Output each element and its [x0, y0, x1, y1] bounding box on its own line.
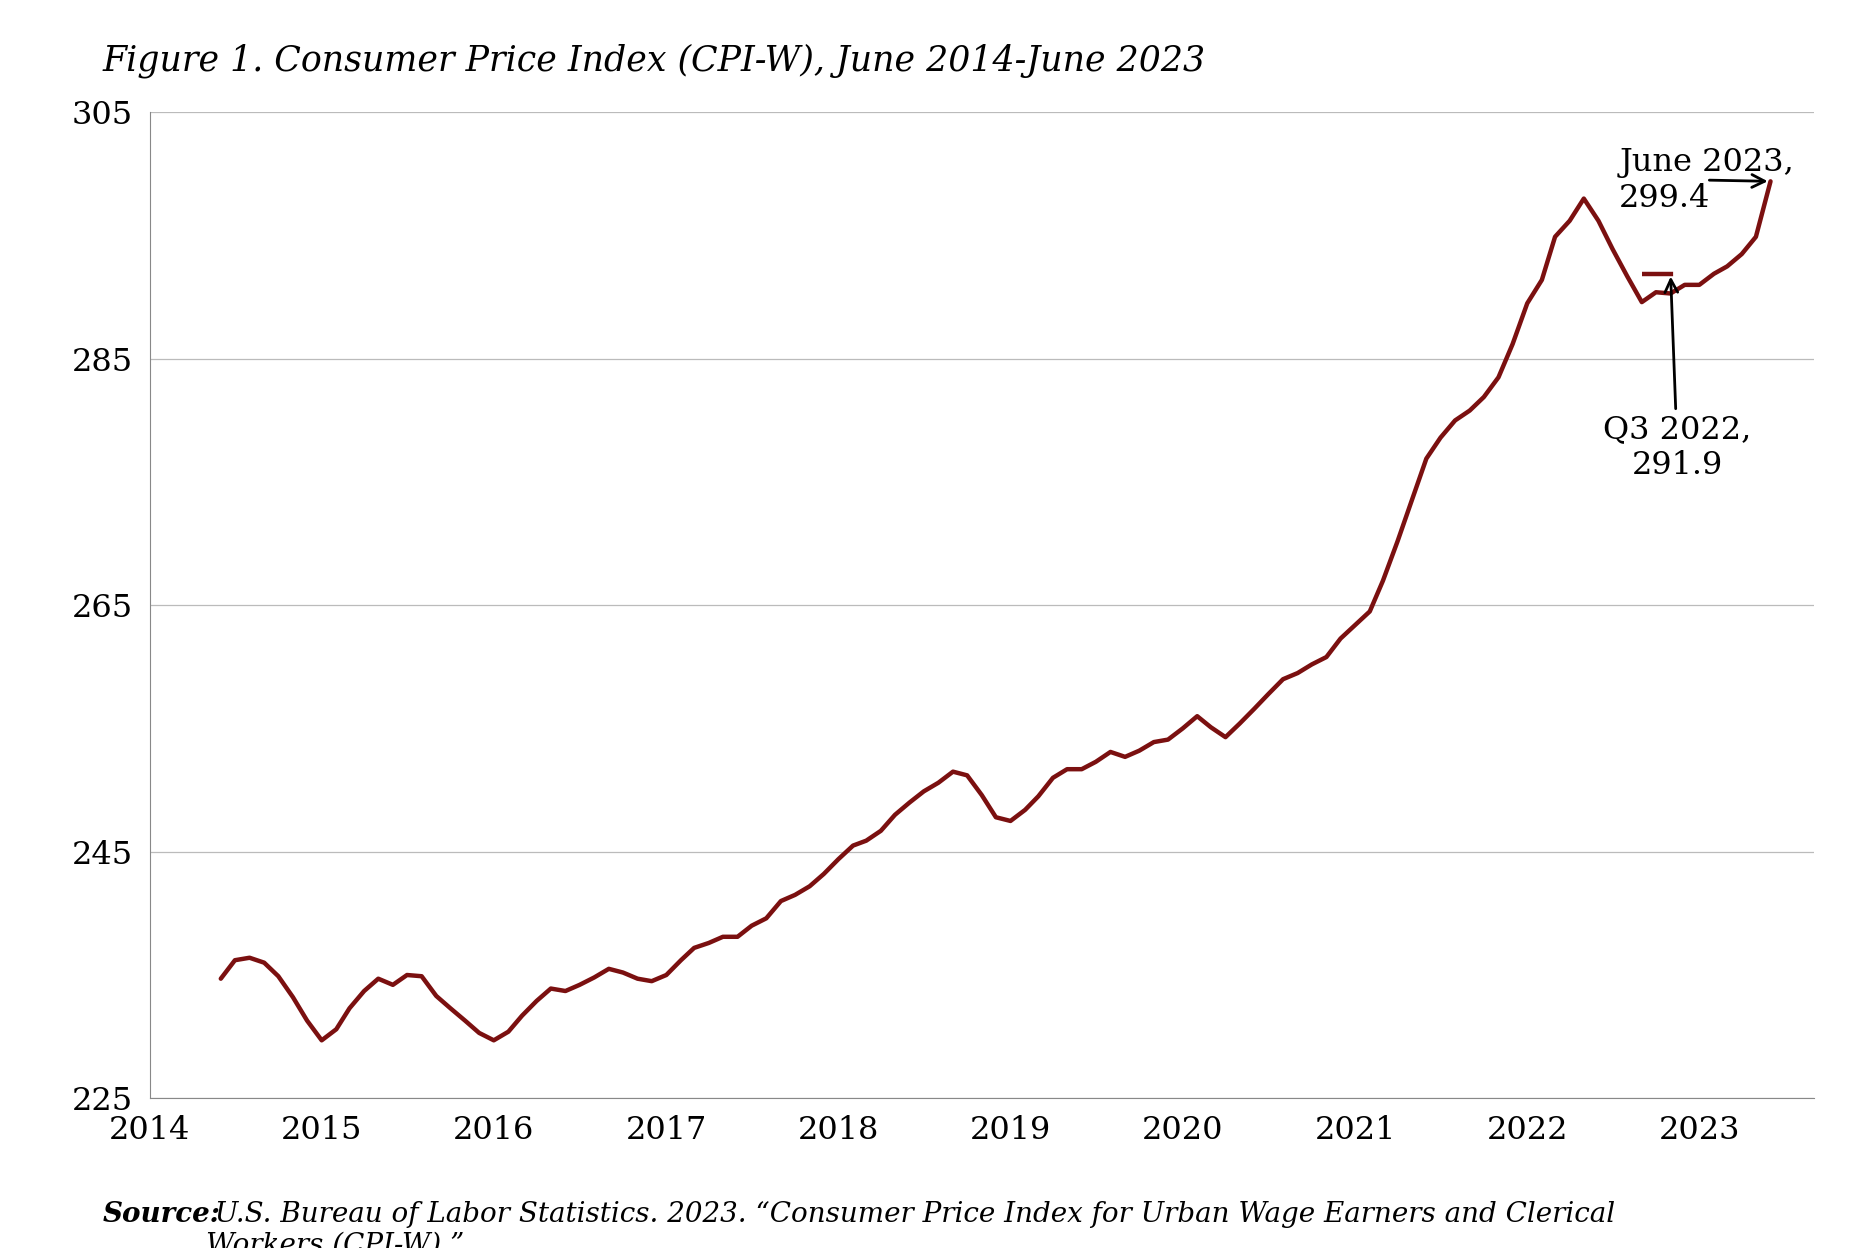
Text: June 2023,
299.4: June 2023, 299.4	[1619, 147, 1793, 213]
Text: Q3 2022,
291.9: Q3 2022, 291.9	[1603, 280, 1752, 480]
Text: Source:: Source:	[103, 1201, 221, 1228]
Text: U.S. Bureau of Labor Statistics. 2023. “Consumer Price Index for Urban Wage Earn: U.S. Bureau of Labor Statistics. 2023. “…	[206, 1201, 1616, 1248]
Text: Figure 1. Consumer Price Index (CPI-W), June 2014-June 2023: Figure 1. Consumer Price Index (CPI-W), …	[103, 44, 1206, 79]
